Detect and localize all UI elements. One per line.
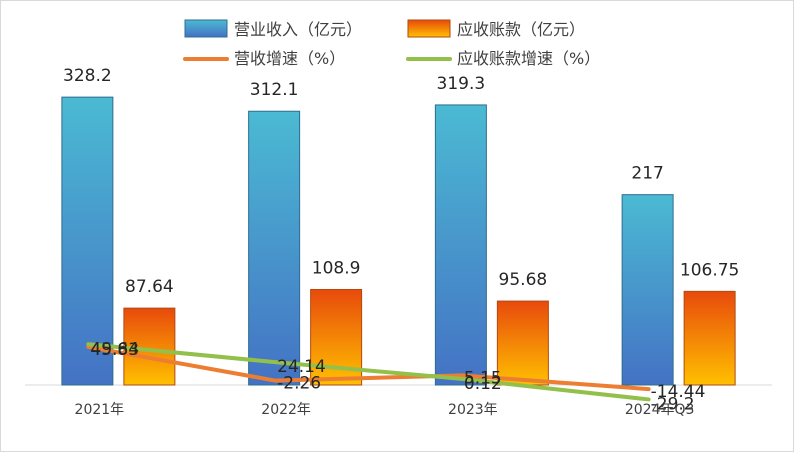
bar-label-revenue-3: 217 [631,164,663,184]
bar-revenue-2 [434,104,487,386]
line-revenue-growth [86,344,651,392]
bar-revenue-3 [621,194,674,386]
bar-label-layer: 328.2 87.64 312.1 108.9 319.3 95.68 217 106.75 [63,66,739,297]
line-label-receivables-growth-1: 24.14 [277,357,326,377]
bar-label-receivables-0: 87.64 [125,277,174,297]
legend-label-receivables: 应收账款（亿元） [457,20,585,39]
line-label-revenue-growth-0: 45.83 [90,340,139,360]
category-label-2: 2023年 [448,402,498,418]
bar-label-revenue-2: 319.3 [437,74,486,94]
legend-label-revenue: 营业收入（亿元） [234,20,362,39]
bar-receivables-2 [496,300,549,386]
legend-label-receivables-growth: 应收账款增速（%） [457,49,600,68]
line-receivables-growth [86,342,651,402]
legend-swatch-receivables [407,19,451,38]
bar-layer [61,96,736,386]
bar-label-receivables-3: 106.75 [680,260,739,280]
bar-label-receivables-1: 108.9 [312,258,361,278]
bar-revenue-1 [248,110,301,386]
category-label-0: 2021年 [75,402,125,418]
line-label-revenue-growth-2: 5.15 [464,368,502,388]
line-layer [86,342,651,402]
bar-label-revenue-0: 328.2 [63,66,112,86]
bar-revenue-0 [61,96,114,386]
category-label-1: 2022年 [261,402,311,418]
legend-swatch-revenue [184,19,228,38]
category-label-layer: 2021年 2022年 2023年 2024年Q3 [75,402,695,418]
legend: 营业收入（亿元） 应收账款（亿元） 营收增速（%） 应收账款增速（%） [183,19,600,68]
line-label-revenue-growth-3: -14.44 [651,382,706,402]
line-label-receivables-growth-3: -29.2 [651,394,695,414]
line-label-layer: 45.83 -2.26 5.15 -14.44 49.64 24.14 0.12 -29.2 [90,339,705,414]
line-label-revenue-growth-1: -2.26 [277,374,321,394]
line-label-receivables-growth-0: 49.64 [90,339,139,359]
bar-receivables-3 [683,290,736,386]
bar-label-receivables-2: 95.68 [499,270,548,290]
category-label-3: 2024年Q3 [625,402,695,418]
line-label-receivables-growth-2: 0.12 [464,374,502,394]
bar-label-revenue-1: 312.1 [250,80,299,100]
legend-label-revenue-growth: 营收增速（%） [234,49,345,68]
